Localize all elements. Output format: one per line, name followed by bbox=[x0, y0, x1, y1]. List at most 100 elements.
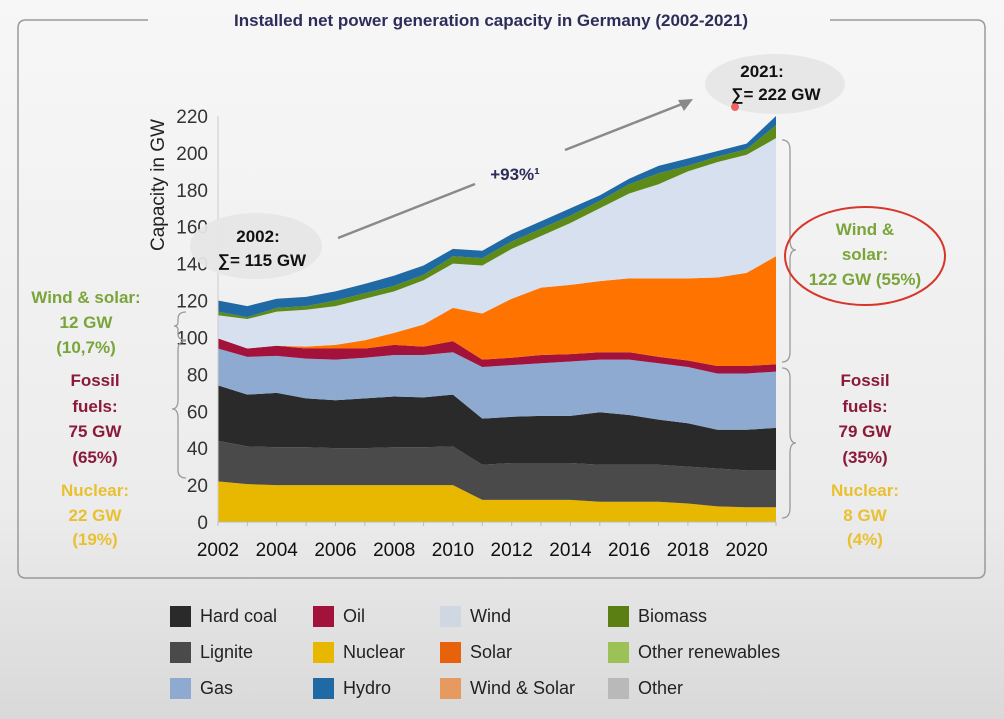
legend-swatch bbox=[170, 678, 191, 699]
y-tick-label: 60 bbox=[187, 402, 208, 423]
legend-item: Lignite bbox=[170, 642, 253, 663]
callout-2002-bubble bbox=[190, 213, 322, 279]
y-tick-label: 20 bbox=[187, 476, 208, 497]
y-tick-label: 40 bbox=[187, 439, 208, 460]
x-tick-label: 2014 bbox=[549, 540, 592, 561]
left-nuclear-title: Nuclear: bbox=[60, 481, 130, 500]
left-ws-label: Wind & solar: 12 GW (10,7%) bbox=[18, 285, 154, 360]
legend-label: Hard coal bbox=[200, 606, 278, 626]
arrow-head-icon bbox=[678, 99, 693, 111]
y-tick-label: 220 bbox=[176, 107, 208, 128]
left-fossil-share: (65%) bbox=[72, 447, 118, 467]
right-ws-label: Wind & solar: 122 GW (55%) bbox=[785, 217, 945, 292]
x-tick-label: 2006 bbox=[314, 540, 356, 561]
legend-swatch bbox=[313, 642, 334, 663]
legend-label: Other renewables bbox=[638, 642, 781, 662]
right-brace-ws bbox=[781, 139, 797, 363]
legend-swatch bbox=[440, 642, 461, 663]
callout-2002-year: 2002: bbox=[236, 227, 279, 246]
legend-label: Nuclear bbox=[343, 642, 406, 662]
legend-item: Gas bbox=[170, 678, 233, 699]
legend-item: Other bbox=[608, 678, 683, 699]
x-tick-label: 2002 bbox=[197, 540, 239, 561]
right-fossil-value: 79 GW bbox=[838, 422, 892, 441]
legend-item: Biomass bbox=[608, 606, 707, 627]
right-nuclear-label: Nuclear: 8 GW (4%) bbox=[800, 479, 930, 553]
right-brace-fossil bbox=[781, 367, 797, 519]
left-fossil-title2: fuels: bbox=[72, 396, 118, 416]
left-ws-title: Wind & solar: bbox=[31, 288, 141, 307]
left-nuclear-label: Nuclear: 22 GW (19%) bbox=[30, 479, 160, 553]
legend-label: Other bbox=[638, 678, 684, 698]
highlight-circle bbox=[784, 206, 946, 306]
area-nuclear bbox=[218, 481, 776, 522]
cursor-dot bbox=[731, 103, 739, 111]
right-ws-title1: Wind & bbox=[835, 220, 895, 239]
right-fossil-label: Fossil fuels: 79 GW (35%) bbox=[800, 368, 930, 470]
area-lignite bbox=[218, 440, 776, 508]
y-tick-label: 120 bbox=[176, 292, 208, 313]
x-tick-label: 2016 bbox=[608, 540, 650, 561]
y-axis-label: Capacity in GW bbox=[148, 119, 169, 251]
legend-item: Wind bbox=[440, 606, 511, 627]
right-fossil-title2: fuels: bbox=[842, 396, 888, 416]
right-nuclear-share: (4%) bbox=[847, 530, 883, 549]
legend-label: Biomass bbox=[638, 606, 708, 626]
x-tick-label: 2012 bbox=[491, 540, 533, 561]
x-tick-label: 2008 bbox=[373, 540, 415, 561]
left-fossil-value: 75 GW bbox=[68, 422, 122, 441]
right-nuclear-title: Nuclear: bbox=[830, 481, 900, 500]
area-solar bbox=[218, 256, 776, 367]
legend-swatch bbox=[313, 678, 334, 699]
callout-2021-total: ∑= 222 GW bbox=[731, 85, 821, 104]
left-brace-ws bbox=[173, 311, 187, 341]
growth-label: +93%¹ bbox=[490, 165, 540, 184]
callout-2021-year: 2021: bbox=[740, 62, 783, 81]
area-gas bbox=[218, 348, 776, 430]
legend-label: Wind bbox=[470, 606, 512, 626]
legend-swatch bbox=[170, 642, 191, 663]
right-ws-title2: solar: bbox=[841, 245, 889, 264]
x-tick-label: 2020 bbox=[725, 540, 767, 561]
y-tick-label: 200 bbox=[176, 144, 208, 165]
legend-swatch bbox=[440, 606, 461, 627]
callout-2021-bubble bbox=[705, 54, 845, 114]
left-ws-share: (10,7%) bbox=[56, 338, 116, 357]
y-tick-label: 100 bbox=[176, 328, 208, 349]
legend-item: Nuclear bbox=[313, 642, 405, 663]
x-tick-label: 2018 bbox=[667, 540, 709, 561]
legend-item: Wind & Solar bbox=[440, 678, 575, 699]
legend-label: Hydro bbox=[343, 678, 392, 698]
legend-swatch bbox=[608, 642, 629, 663]
legend-item: Solar bbox=[440, 642, 512, 663]
growth-arrow-left bbox=[337, 182, 476, 240]
left-fossil-label: Fossil fuels: 75 GW (65%) bbox=[30, 368, 160, 470]
legend-swatch bbox=[313, 606, 334, 627]
legend-swatch bbox=[440, 678, 461, 699]
right-fossil-title1: Fossil bbox=[840, 371, 890, 390]
area-oil bbox=[218, 338, 776, 374]
y-tick-label: 0 bbox=[197, 513, 208, 534]
legend-item: Hydro bbox=[313, 678, 391, 699]
chart-title: Installed net power generation capacity … bbox=[234, 11, 748, 30]
area-hard-coal bbox=[218, 385, 776, 471]
left-brace-fossil bbox=[171, 340, 187, 479]
legend-label: Oil bbox=[343, 606, 365, 626]
x-tick-label: 2010 bbox=[432, 540, 474, 561]
legend-swatch bbox=[170, 606, 191, 627]
legend-item: Hard coal bbox=[170, 606, 277, 627]
legend-label: Lignite bbox=[200, 642, 254, 662]
areas bbox=[218, 116, 776, 522]
legend-label: Solar bbox=[470, 642, 513, 662]
legend-label: Wind & Solar bbox=[470, 678, 576, 698]
legend-item: Other renewables bbox=[608, 642, 780, 663]
growth-arrow-right bbox=[564, 102, 683, 152]
left-fossil-title1: Fossil bbox=[70, 371, 120, 390]
right-ws-value: 122 GW (55%) bbox=[808, 270, 922, 289]
right-fossil-share: (35%) bbox=[842, 447, 888, 467]
left-nuclear-share: (19%) bbox=[72, 530, 118, 549]
x-tick-label: 2004 bbox=[256, 540, 299, 561]
legend-item: Oil bbox=[313, 606, 365, 627]
